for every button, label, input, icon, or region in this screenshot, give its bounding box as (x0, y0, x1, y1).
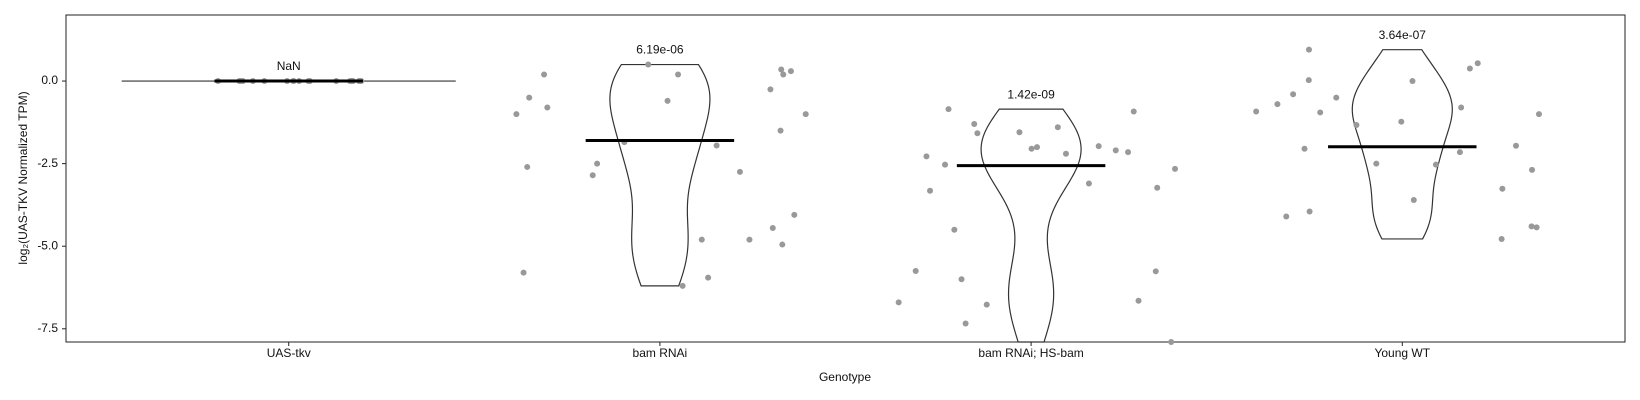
data-point (594, 160, 601, 167)
data-point (895, 299, 902, 306)
y-tick-label: -7.5 (37, 321, 58, 335)
data-point (1533, 224, 1540, 231)
data-point (1474, 60, 1481, 67)
data-point (1317, 109, 1324, 116)
data-point (1301, 145, 1308, 152)
data-point (1529, 166, 1536, 173)
data-point (971, 121, 978, 127)
x-tick-label: Young WT (1374, 346, 1430, 360)
data-point (645, 61, 652, 68)
data-point (1112, 147, 1119, 154)
data-point (1016, 129, 1023, 136)
data-point (983, 301, 990, 308)
data-point (1333, 94, 1340, 101)
data-point (526, 94, 533, 101)
violin (1351, 49, 1453, 240)
data-point (777, 127, 784, 134)
data-point (675, 71, 682, 78)
data-point (1398, 118, 1405, 125)
x-axis-label: Genotype (819, 370, 871, 384)
violin (609, 63, 711, 287)
data-point (746, 236, 753, 243)
data-point (1528, 223, 1535, 230)
data-point (1154, 184, 1161, 191)
data-point (923, 153, 930, 160)
p-value-annotation: 1.42e-09 (1007, 87, 1055, 101)
violin (980, 108, 1082, 343)
data-point (1458, 104, 1465, 111)
data-point (1085, 180, 1092, 187)
data-point (1054, 124, 1061, 131)
p-value-annotation: 6.19e-06 (636, 43, 684, 57)
y-tick-label: -5.0 (37, 238, 58, 252)
data-point (1499, 185, 1506, 192)
data-point (1373, 160, 1380, 167)
data-point (1253, 108, 1260, 115)
data-point (520, 269, 527, 276)
p-value-annotation: NaN (277, 59, 301, 73)
data-point (541, 71, 548, 78)
data-point (942, 161, 949, 168)
data-point (791, 211, 798, 218)
data-point (912, 267, 919, 274)
y-tick-label: 0.0 (41, 73, 58, 87)
data-point (1152, 268, 1159, 275)
x-tick-label: UAS-tkv (267, 346, 311, 360)
data-point (1410, 196, 1417, 203)
data-point (1456, 149, 1463, 156)
data-point (1512, 142, 1519, 149)
x-tick-label: bam RNAi (633, 346, 688, 360)
data-point (1353, 121, 1360, 128)
data-point (962, 320, 969, 327)
x-tick-label: bam RNAi; HS-bam (978, 346, 1083, 360)
data-point (779, 241, 786, 248)
data-point (1125, 149, 1132, 156)
data-point (679, 282, 686, 289)
p-value-annotation: 3.64e-07 (1379, 28, 1427, 42)
data-point (951, 226, 958, 233)
data-point (1306, 208, 1313, 215)
data-point (544, 104, 551, 111)
data-point (787, 68, 794, 75)
data-point (1535, 111, 1542, 118)
data-point (1305, 77, 1312, 84)
data-point (1290, 91, 1297, 98)
data-point (974, 130, 981, 137)
data-point (1135, 297, 1142, 304)
data-point (698, 236, 705, 243)
data-point (1033, 144, 1040, 151)
data-point (1409, 78, 1416, 85)
data-point (802, 111, 809, 118)
data-point (767, 86, 774, 93)
data-point (1028, 145, 1035, 152)
data-point (1172, 165, 1179, 172)
data-point (513, 111, 520, 118)
data-point (1168, 339, 1175, 345)
plot-frame (65, 14, 1626, 343)
data-point (769, 225, 776, 232)
data-point (1095, 143, 1102, 150)
data-point (945, 106, 952, 113)
data-point (1283, 213, 1290, 220)
data-point (1432, 161, 1439, 168)
data-point (1498, 235, 1505, 242)
data-point (1305, 46, 1312, 53)
data-point (780, 71, 787, 78)
y-axis-label: log₂(UAS-TKV Normalized TPM) (16, 91, 30, 264)
data-point (1466, 65, 1473, 72)
data-point (589, 172, 596, 179)
data-point (1062, 150, 1069, 157)
data-point (736, 168, 743, 175)
data-point (1130, 108, 1137, 115)
data-point (705, 274, 712, 281)
y-tick-label: -2.5 (37, 156, 58, 170)
data-point (958, 276, 965, 283)
data-point (713, 142, 720, 149)
data-point (1274, 101, 1281, 108)
data-point (664, 97, 671, 104)
data-point (524, 163, 531, 170)
data-point (778, 66, 785, 73)
data-point (927, 187, 934, 194)
